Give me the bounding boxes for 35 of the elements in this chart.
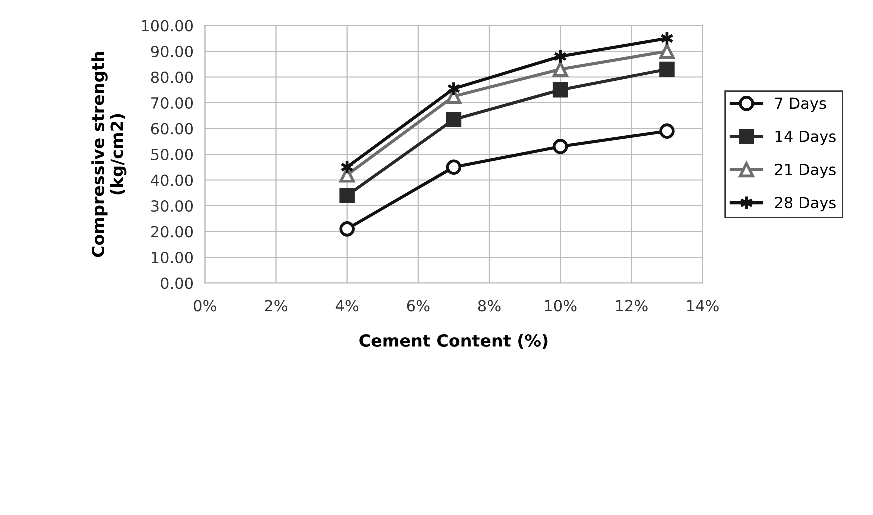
x-tick-label: 4% <box>336 300 359 312</box>
point <box>446 112 462 128</box>
y-tick-label: 90.00 <box>151 46 194 58</box>
legend-label: 21 Days <box>775 164 836 178</box>
y-axis-title: Compressive strength (kg/cm2) <box>92 52 127 258</box>
x-tick-label: 14% <box>687 300 719 312</box>
y-tick-label: 60.00 <box>151 123 194 135</box>
legend-label: 28 Days <box>775 197 836 212</box>
point <box>340 188 355 204</box>
x-tick-label: 10% <box>545 300 577 312</box>
y-tick-label: 70.00 <box>152 97 194 110</box>
x-tick-label: 12% <box>616 300 648 312</box>
x-tick-label: 0% <box>194 300 216 312</box>
x-tick-label: 6% <box>407 300 430 312</box>
y-tick-label: 50.00 <box>151 148 194 161</box>
point <box>552 82 568 98</box>
point <box>660 124 675 139</box>
y-tick-label: 10.00 <box>152 252 194 264</box>
y-tick-label: 0.00 <box>161 278 194 290</box>
point <box>660 44 675 60</box>
x-tick-label: 2% <box>265 300 288 312</box>
y-tick-label: 100.00 <box>142 20 194 32</box>
y-tick-label: 30.00 <box>151 200 194 212</box>
y-tick-label: 20.00 <box>151 226 194 238</box>
point <box>552 62 568 78</box>
point <box>446 160 462 176</box>
legend-label: 7 Days <box>775 98 826 112</box>
x-axis-title: Cement Content (%) <box>360 334 548 350</box>
y-tick-label: 40.00 <box>151 174 194 186</box>
legend-label: 14 Days <box>776 131 836 146</box>
x-tick-label: 8% <box>478 300 501 312</box>
point <box>552 139 568 154</box>
point <box>340 222 355 237</box>
y-tick-label: 80.00 <box>151 72 194 84</box>
point <box>660 62 675 78</box>
